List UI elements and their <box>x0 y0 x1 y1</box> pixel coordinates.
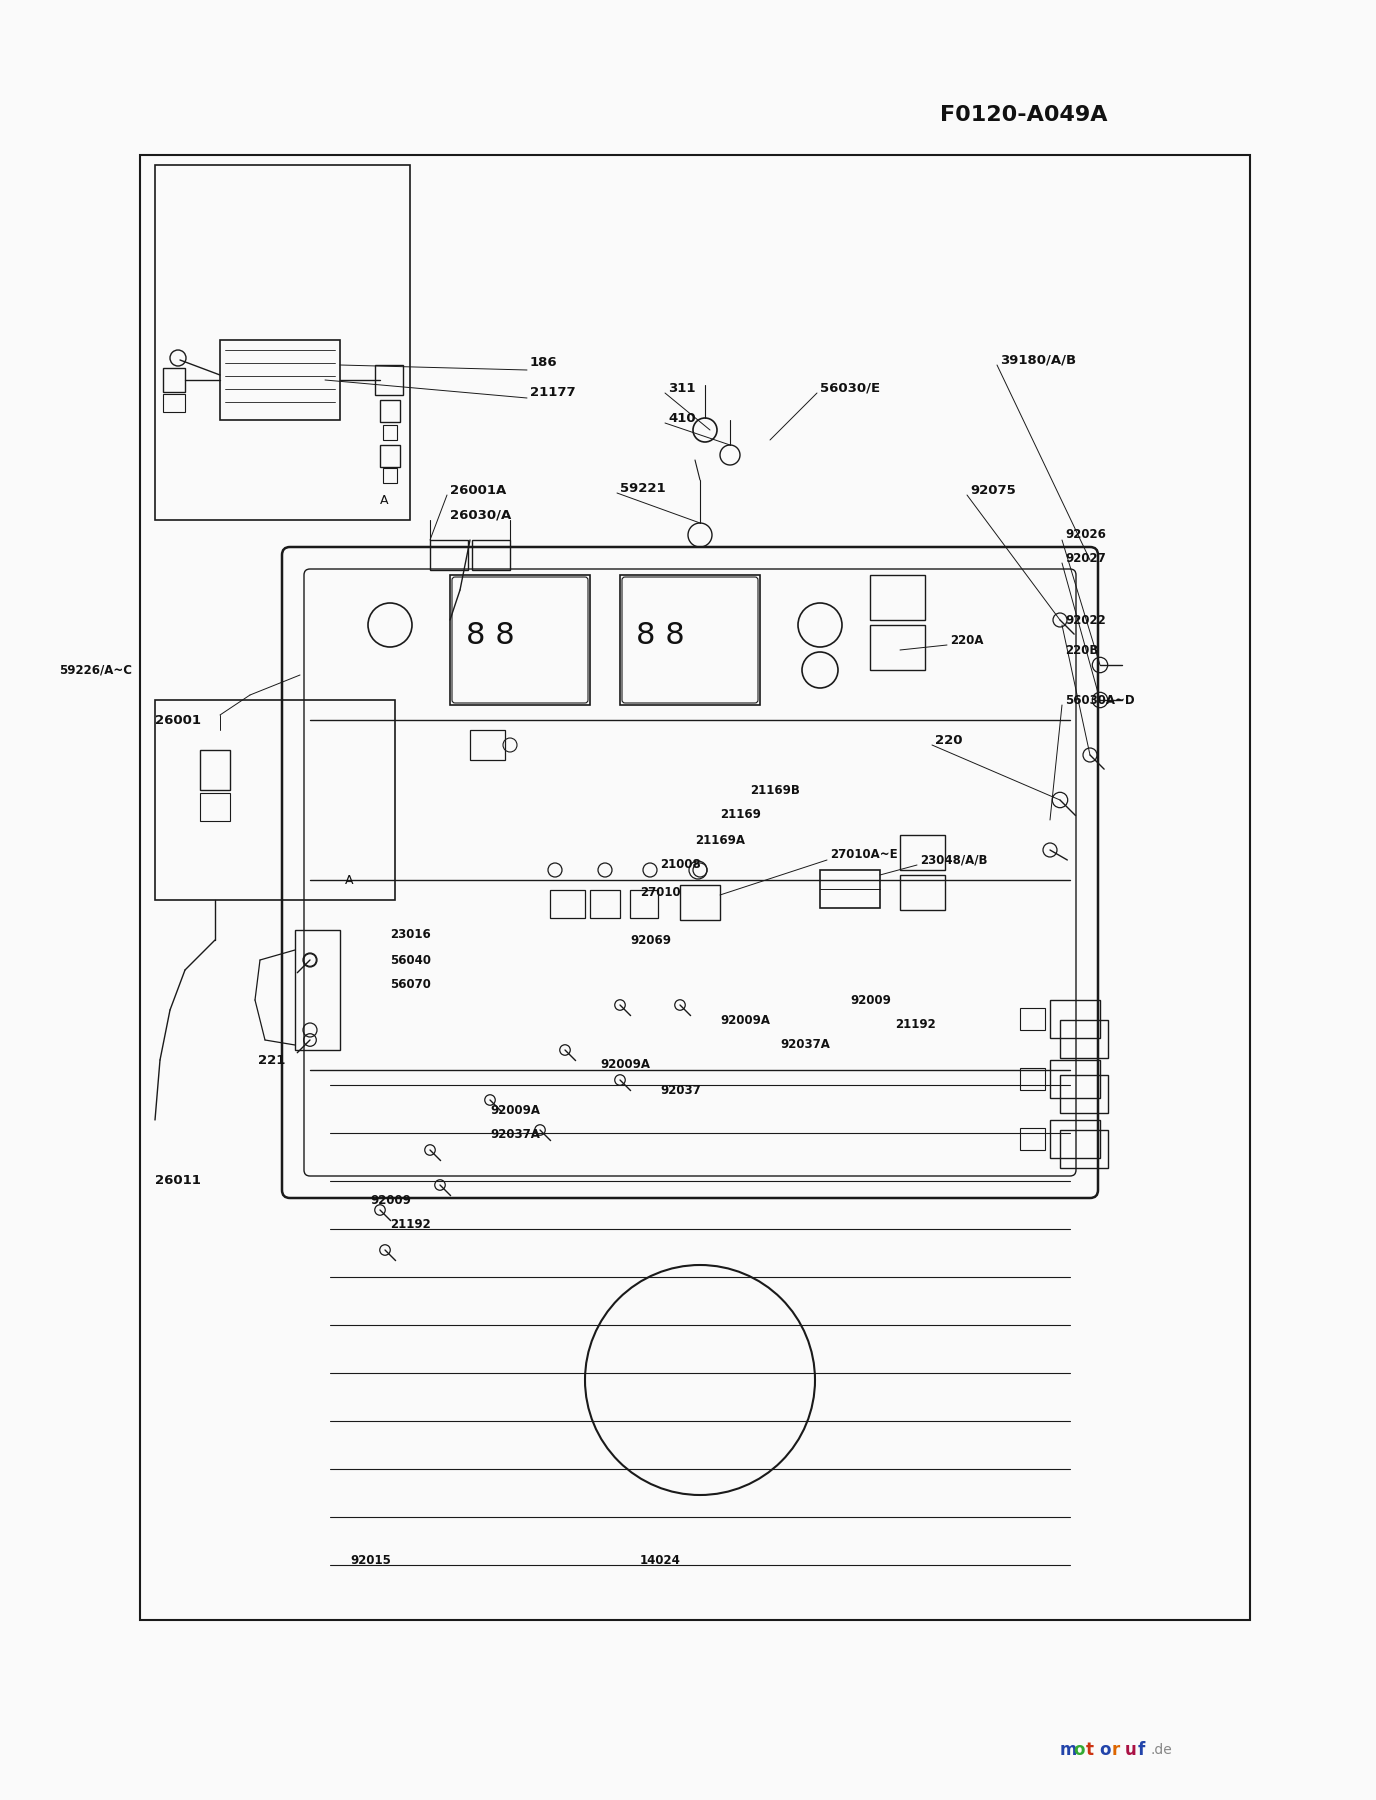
Text: 56070: 56070 <box>389 979 431 992</box>
Bar <box>155 700 395 900</box>
Text: 56030/E: 56030/E <box>820 382 881 394</box>
Text: 59221: 59221 <box>621 481 666 495</box>
Text: 23048/A/B: 23048/A/B <box>921 853 988 866</box>
Bar <box>820 869 881 907</box>
Bar <box>429 540 468 571</box>
Text: 92037A: 92037A <box>490 1129 539 1141</box>
Bar <box>900 875 945 911</box>
Text: 92015: 92015 <box>350 1553 391 1566</box>
Bar <box>294 931 340 1049</box>
Text: t: t <box>1086 1741 1094 1759</box>
Bar <box>140 155 1249 1620</box>
Text: 92022: 92022 <box>1065 614 1106 626</box>
Bar <box>630 889 658 918</box>
Text: f: f <box>1138 1741 1145 1759</box>
Bar <box>200 751 230 790</box>
Text: 92026: 92026 <box>1065 529 1106 542</box>
Text: 27010: 27010 <box>640 887 681 900</box>
Text: 39180/A/B: 39180/A/B <box>1000 353 1076 367</box>
Text: F0120-A049A: F0120-A049A <box>940 104 1108 124</box>
Text: .de: .de <box>1150 1742 1172 1757</box>
Text: 220A: 220A <box>949 634 984 646</box>
Text: 8 8: 8 8 <box>465 621 515 650</box>
Text: 23016: 23016 <box>389 929 431 941</box>
Bar <box>1060 1021 1108 1058</box>
Text: 92009A: 92009A <box>720 1013 771 1026</box>
Text: m: m <box>1060 1741 1077 1759</box>
Text: 59226/A~C: 59226/A~C <box>59 664 132 677</box>
Bar <box>380 445 400 466</box>
Text: A: A <box>380 493 388 506</box>
Bar <box>162 367 184 392</box>
Text: 92009: 92009 <box>850 994 890 1006</box>
Text: 26001: 26001 <box>155 713 201 727</box>
Bar <box>870 625 925 670</box>
Text: o: o <box>1073 1741 1084 1759</box>
Text: 56040: 56040 <box>389 954 431 967</box>
Bar <box>1050 1060 1099 1098</box>
Text: 14024: 14024 <box>640 1553 681 1566</box>
Bar <box>472 540 510 571</box>
Bar <box>383 468 398 482</box>
Text: 26001A: 26001A <box>450 484 506 497</box>
Text: 56030A~D: 56030A~D <box>1065 693 1135 706</box>
Text: 26011: 26011 <box>155 1174 201 1186</box>
Bar <box>1020 1008 1044 1030</box>
Text: 220: 220 <box>936 734 962 747</box>
Bar <box>376 365 403 394</box>
Bar <box>1050 1120 1099 1157</box>
Text: 8 8: 8 8 <box>636 621 684 650</box>
Bar <box>1050 1001 1099 1039</box>
Text: 92027: 92027 <box>1065 551 1106 565</box>
Text: 220B: 220B <box>1065 644 1098 657</box>
Text: 221: 221 <box>259 1053 285 1066</box>
Text: 21177: 21177 <box>530 385 575 398</box>
Bar <box>450 574 590 706</box>
Bar <box>590 889 621 918</box>
Bar <box>220 340 340 419</box>
Text: 21169: 21169 <box>720 808 761 821</box>
Text: 21192: 21192 <box>894 1019 936 1031</box>
Text: 186: 186 <box>530 356 557 369</box>
Text: 92037: 92037 <box>660 1084 700 1096</box>
Bar <box>680 886 720 920</box>
Text: 311: 311 <box>667 382 695 394</box>
Text: 92075: 92075 <box>970 484 1015 497</box>
Text: u: u <box>1126 1741 1137 1759</box>
Text: r: r <box>1112 1741 1120 1759</box>
Text: 92009: 92009 <box>370 1193 411 1206</box>
Text: 92009A: 92009A <box>600 1058 649 1071</box>
Bar <box>1020 1067 1044 1091</box>
Bar <box>621 574 760 706</box>
Bar <box>383 425 398 439</box>
Bar <box>1020 1129 1044 1150</box>
Bar <box>870 574 925 619</box>
Text: 410: 410 <box>667 412 696 425</box>
Text: 21008: 21008 <box>660 859 700 871</box>
Bar <box>550 889 585 918</box>
Bar <box>900 835 945 869</box>
Text: 92037A: 92037A <box>780 1039 830 1051</box>
Bar <box>380 400 400 421</box>
Text: 21192: 21192 <box>389 1219 431 1231</box>
Text: A: A <box>345 873 354 887</box>
Text: o: o <box>1099 1741 1110 1759</box>
Text: 21169A: 21169A <box>695 833 744 846</box>
Text: 27010A~E: 27010A~E <box>830 848 897 862</box>
Bar <box>1060 1075 1108 1112</box>
Bar <box>162 394 184 412</box>
Bar <box>200 794 230 821</box>
Text: 92069: 92069 <box>630 934 671 947</box>
Text: 21169B: 21169B <box>750 783 799 796</box>
Bar <box>1060 1130 1108 1168</box>
Text: 26030/A: 26030/A <box>450 508 512 522</box>
Bar <box>471 731 505 760</box>
Bar <box>155 166 410 520</box>
Text: 92009A: 92009A <box>490 1103 539 1116</box>
